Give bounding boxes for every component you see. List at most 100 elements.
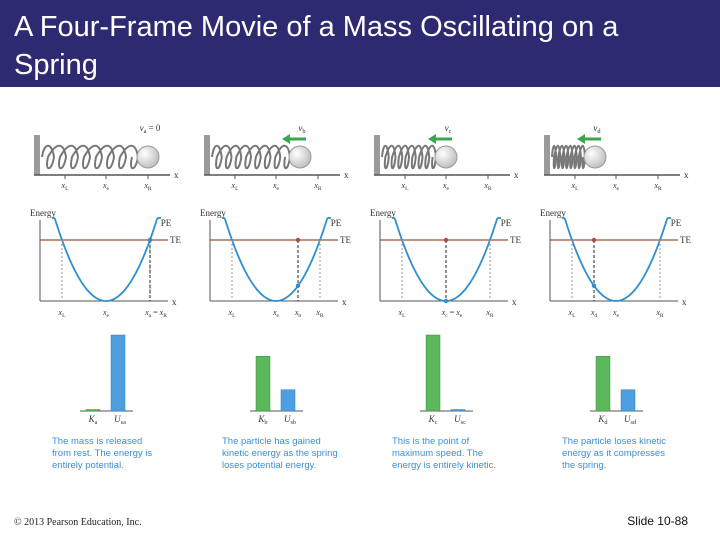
caption-line: loses potential energy. [222,460,316,471]
te-label: TE [340,235,351,245]
pe-point [443,298,449,304]
energy-x-label: xL [58,308,67,319]
pe-curve [392,217,501,302]
caption-line: The particle has gained [222,436,321,447]
potential-energy-bar [620,389,636,412]
wall [34,135,40,175]
energy-x-label: xa = xR [144,308,167,319]
potential-energy-bar [280,389,296,412]
mass-ball [434,145,458,169]
spring-x-label: xe [272,181,280,192]
track-x-label: x [684,170,689,180]
energy-diagram: Energy x TE PE xL xd xe xR [540,208,691,319]
spring-x-label: xR [653,181,662,192]
frame-1: x va = 0 xL xe xR Energy x TE PE xL xe xa = xR Ka Usa… [30,123,181,471]
caption-line: from rest. The energy is [52,448,152,459]
te-label: TE [170,235,181,245]
te-point [295,237,301,243]
wall [544,135,550,175]
kinetic-bar-label: Kb [257,414,267,426]
velocity-label: va = 0 [140,123,161,135]
wall [374,135,380,175]
pe-label: PE [501,218,512,228]
spring-diagram: x vc xL xe xR [374,123,519,192]
caption-line: This is the point of [392,436,469,447]
energy-x-label: xb [294,308,302,319]
kinetic-energy-bar [595,356,611,412]
caption-line: The particle loses kinetic [562,436,666,447]
energy-axis-label: Energy [370,208,396,218]
spring-x-label: xL [571,181,580,192]
energy-x-label: xL [228,308,237,319]
caption-line: energy as it compresses [562,448,665,459]
energy-x-label: xL [398,308,407,319]
pe-label: PE [671,218,682,228]
kinetic-energy-bar [255,356,271,412]
energy-x-label: xe [612,308,620,319]
kinetic-bar-label: Kd [597,414,608,426]
kinetic-energy-bar [85,409,101,412]
frame-3: x vc xL xe xR Energy x TE PE xL xc = xe xR Kc Usc This… [370,123,521,471]
spring-x-label: xR [143,181,152,192]
energy-x-label: xR [485,308,494,319]
energy-x-label: xe [102,308,110,319]
spring-diagram: x vd xL xe xR [544,123,689,192]
mass-ball [288,145,312,169]
title-bar [0,0,720,87]
pe-curve [562,217,671,302]
spring-x-label: xL [231,181,240,192]
energy-diagram: Energy x TE PE xL xe xb xR [200,208,351,319]
pe-point [295,283,301,288]
pe-curve [222,217,331,302]
potential-energy-bar [450,409,466,412]
velocity-arrowhead [428,134,436,144]
wall [204,135,210,175]
copyright-text: © 2013 Pearson Education, Inc. [14,517,142,528]
spring-x-label: xR [483,181,492,192]
spring-diagram: x va = 0 xL xe xR [34,123,179,192]
energy-bars: Kc Usc [420,334,473,426]
energy-bars: Kd Usd [590,356,643,426]
pe-label: PE [161,218,172,228]
spring-diagram: x vb xL xe xR [204,123,349,192]
spring-coil [551,144,587,170]
pe-point [147,237,153,243]
pe-point [591,283,597,288]
te-point [591,237,597,243]
track-x-label: x [174,170,179,180]
frame-2: x vb xL xe xR Energy x TE PE xL xe xb xR Kb Usb The par… [200,123,351,471]
energy-diagram: Energy x TE PE xL xe xa = xR [30,208,181,319]
caption-line: kinetic energy as the spring [222,448,338,459]
te-point [443,237,449,243]
pe-label: PE [331,218,342,228]
mass-ball [136,145,160,169]
energy-diagram: Energy x TE PE xL xc = xe xR [370,208,521,319]
potential-bar-label: Usb [284,414,296,426]
spring-x-label: xL [61,181,70,192]
kinetic-bar-label: Ka [88,414,98,426]
spring-x-label: xe [102,181,110,192]
energy-x-label: xR [315,308,324,319]
velocity-label: vd [593,123,601,135]
velocity-label: vb [298,123,305,135]
energy-axis-label: Energy [30,208,56,218]
caption-line: entirely potential. [52,460,124,471]
oscillation-figure: x va = 0 xL xe xR Energy x TE PE xL xe xa = xR Ka Usa… [30,123,691,471]
position-axis-label: x [512,297,517,307]
caption-line: energy is entirely kinetic. [392,460,496,471]
energy-axis-label: Energy [540,208,566,218]
spring-x-label: xL [401,181,410,192]
energy-bars: Ka Usa [80,334,133,426]
energy-x-label: xe [272,308,280,319]
position-axis-label: x [172,297,177,307]
slide-number: Slide 10-88 [627,514,688,528]
velocity-arrowhead [282,134,290,144]
energy-x-label: xL [568,308,577,319]
frame-4: x vd xL xe xR Energy x TE PE xL xd xe xR Kd Usd The par… [540,123,691,471]
velocity-label: vc [445,123,452,135]
energy-x-label: xc = xe [441,308,463,319]
spring-x-label: xe [612,181,620,192]
spring-x-label: xe [442,181,450,192]
